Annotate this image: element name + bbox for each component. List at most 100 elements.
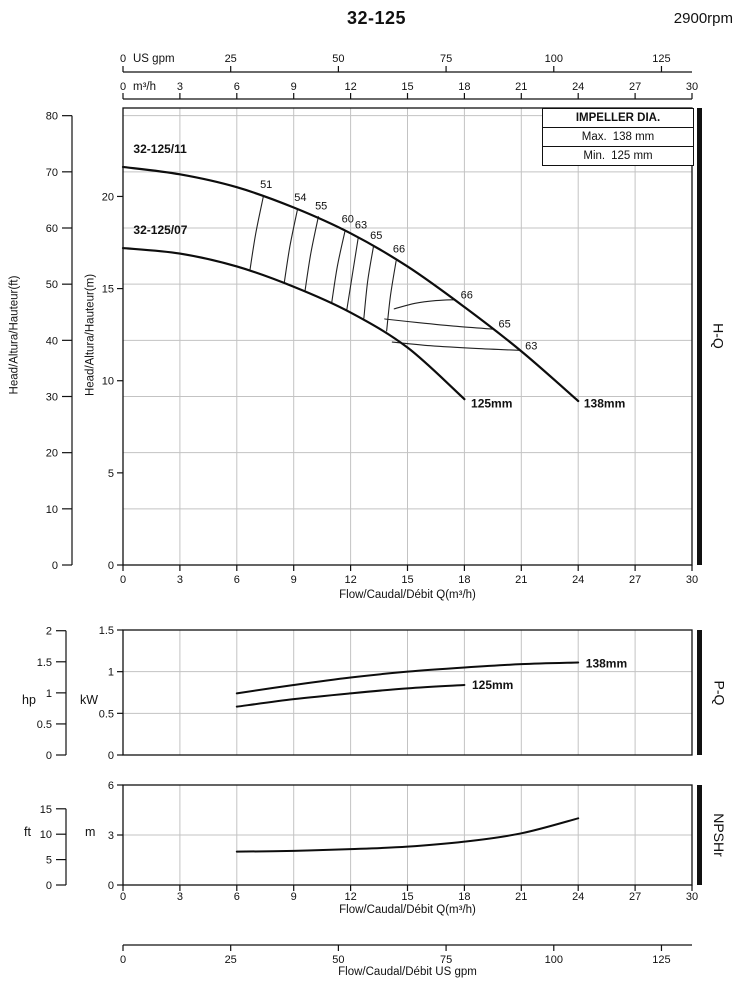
section-divider-bar — [697, 630, 702, 755]
gpm-tick-label: 0 — [120, 954, 126, 966]
efficiency-label: 66 — [461, 290, 473, 302]
efficiency-contour-63 — [391, 341, 520, 351]
m3h-tick-label: 18 — [458, 81, 470, 93]
gpm-tick-label: 25 — [225, 954, 237, 966]
head-m-tick-label: 15 — [102, 284, 114, 296]
efficiency-contour-63 — [346, 237, 359, 311]
kw-tick-label: 1 — [108, 667, 114, 679]
flow-axis-caption-gpm: Flow/Caudal/Débit US gpm — [338, 966, 477, 978]
gpm-tick-label: 125 — [652, 53, 670, 65]
head-m-tick-label: 0 — [108, 560, 114, 572]
head-ft-tick-label: 50 — [46, 279, 58, 291]
impeller-dia-title: IMPELLER DIA. — [543, 109, 693, 128]
gpm-unit-label: US gpm — [133, 53, 175, 65]
impeller-max-label: Max. — [581, 131, 607, 143]
flow-tick-label: 21 — [515, 891, 527, 903]
pq-section-label: P-Q — [711, 680, 728, 706]
kw-tick-label: 0.5 — [99, 708, 114, 720]
hp-axis-label: hp — [22, 693, 36, 707]
flow-tick-label: 27 — [629, 574, 641, 586]
head-ft-tick-label: 30 — [46, 392, 58, 404]
efficiency-contour-55 — [304, 216, 319, 291]
flow-tick-label: 15 — [401, 891, 413, 903]
gpm-tick-label: 0 — [120, 53, 126, 65]
rpm-label: 2900rpm — [673, 10, 733, 27]
flow-axis-caption-main: Flow/Caudal/Débit Q(m³/h) — [339, 589, 476, 601]
section-divider-bar — [697, 785, 702, 885]
flow-axis-caption-npshr: Flow/Caudal/Débit Q(m³/h) — [339, 904, 476, 916]
flow-tick-label: 0 — [120, 891, 126, 903]
hp-tick-label: 0.5 — [37, 719, 52, 731]
flow-tick-label: 9 — [291, 891, 297, 903]
power-curve-125mm — [235, 684, 466, 708]
hq-curve-138mm — [121, 165, 580, 403]
m3h-tick-label: 27 — [629, 81, 641, 93]
hp-tick-label: 0 — [46, 750, 52, 762]
kw-axis-label: kW — [80, 693, 99, 707]
npshr-ft-tick-label: 5 — [46, 855, 52, 867]
hq-section-label: H-Q — [710, 323, 727, 349]
gpm-tick-label: 100 — [545, 954, 563, 966]
flow-tick-label: 9 — [291, 574, 297, 586]
m3h-tick-label: 6 — [234, 81, 240, 93]
gpm-tick-label: 125 — [652, 954, 670, 966]
flow-tick-label: 18 — [458, 891, 470, 903]
flow-tick-label: 6 — [234, 891, 240, 903]
efficiency-label: 65 — [499, 318, 511, 330]
impeller-min-value: 125 mm — [611, 150, 653, 162]
npshr-ft-tick-label: 15 — [40, 804, 52, 816]
npshr-ft-tick-label: 10 — [40, 829, 52, 841]
flow-tick-label: 24 — [572, 574, 584, 586]
flow-tick-label: 27 — [629, 891, 641, 903]
head-m-tick-label: 10 — [102, 376, 114, 388]
gpm-tick-label: 50 — [332, 53, 344, 65]
head-ft-tick-label: 80 — [46, 111, 58, 123]
section-divider-bar — [697, 108, 702, 565]
npshr-m-axis-label: m — [85, 825, 96, 839]
m3h-tick-label: 12 — [344, 81, 356, 93]
head-m-axis-label: Head/Altura/Hauteur(m) — [84, 273, 97, 397]
flow-tick-label: 24 — [572, 891, 584, 903]
efficiency-label: 66 — [393, 244, 405, 256]
flow-tick-label: 0 — [120, 574, 126, 586]
curve-label: 138mm — [584, 396, 625, 410]
m3h-tick-label: 24 — [572, 81, 584, 93]
hp-tick-label: 1.5 — [37, 657, 52, 669]
npshr-ft-axis-label: ft — [24, 825, 31, 839]
m3h-tick-label: 0 — [120, 81, 126, 93]
flow-tick-label: 6 — [234, 574, 240, 586]
head-ft-axis-label: Head/Altura/Hauteur(ft) — [8, 275, 21, 395]
flow-tick-label: 21 — [515, 574, 527, 586]
efficiency-contour-65 — [363, 246, 374, 319]
efficiency-label: 54 — [294, 192, 306, 204]
npshr-m-tick-label: 6 — [108, 780, 114, 792]
m3h-tick-label: 30 — [686, 81, 698, 93]
efficiency-label: 65 — [370, 230, 382, 242]
flow-tick-label: 12 — [344, 574, 356, 586]
flow-tick-label: 3 — [177, 891, 183, 903]
flow-tick-label: 3 — [177, 574, 183, 586]
impeller-max-value: 138 mm — [612, 131, 655, 143]
npshr-curve — [235, 817, 580, 853]
efficiency-label: 55 — [315, 200, 327, 212]
plot-border — [122, 629, 693, 756]
head-ft-tick-label: 10 — [46, 504, 58, 516]
kw-tick-label: 0 — [108, 750, 114, 762]
curve-label: 32-125/07 — [133, 223, 187, 237]
m3h-tick-label: 21 — [515, 81, 527, 93]
flow-tick-label: 30 — [686, 891, 698, 903]
head-ft-tick-label: 70 — [46, 167, 58, 179]
head-ft-tick-label: 20 — [46, 448, 58, 460]
page-title: 32-125 — [346, 8, 407, 28]
curve-label: 138mm — [586, 656, 627, 670]
impeller-max-row: Max. 138 mm — [543, 128, 693, 147]
efficiency-contour-51 — [249, 195, 264, 270]
hq-curve-125mm — [121, 246, 466, 401]
m3h-tick-label: 15 — [401, 81, 413, 93]
gpm-tick-label: 100 — [545, 53, 563, 65]
hp-tick-label: 2 — [46, 626, 52, 638]
npshr-section-label: NPSHr — [711, 813, 727, 857]
m3h-tick-label: 3 — [177, 81, 183, 93]
